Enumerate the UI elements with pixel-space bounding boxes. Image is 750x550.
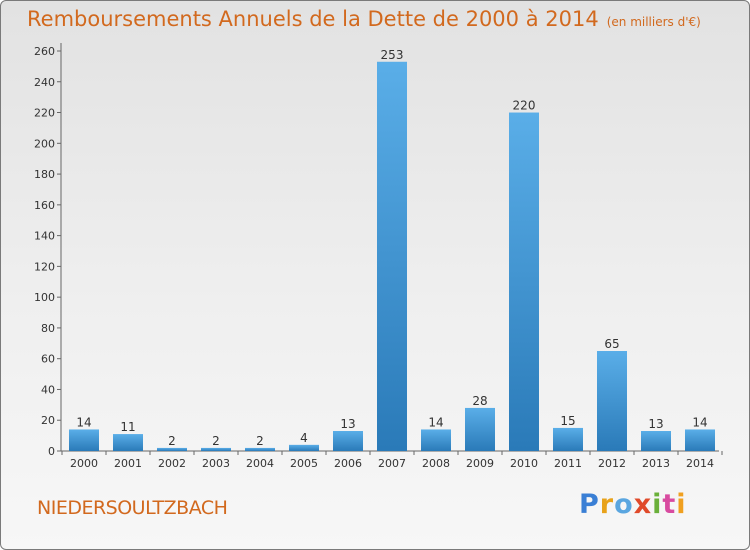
value-label-2003: 2 (212, 434, 220, 448)
x-tick-label-2011: 2011 (554, 457, 582, 470)
value-label-2004: 2 (256, 434, 264, 448)
logo-letter: i (676, 489, 687, 520)
bar-2000 (69, 429, 99, 451)
value-label-2006: 13 (340, 417, 355, 431)
y-tick-label: 140 (34, 230, 55, 243)
logo-letter: t (662, 489, 677, 520)
logo-letter: o (614, 489, 634, 520)
chart-title: Remboursements Annuels de la Dette de 20… (27, 7, 701, 31)
y-tick-label: 180 (34, 168, 55, 181)
y-tick-label: 80 (41, 322, 55, 335)
x-tick-label-2012: 2012 (598, 457, 626, 470)
bar-2002 (157, 447, 187, 451)
logo-letter: x (633, 489, 653, 520)
bar-2001 (113, 434, 143, 451)
y-tick-label: 100 (34, 291, 55, 304)
y-tick-label: 260 (34, 45, 55, 58)
bar-2006 (333, 431, 363, 451)
logo-letter: r (599, 489, 615, 520)
x-tick-label-2010: 2010 (510, 457, 538, 470)
y-tick-label: 20 (41, 414, 55, 427)
bar-2004 (245, 447, 275, 451)
bar-2012 (597, 351, 627, 451)
x-tick-label-2013: 2013 (642, 457, 670, 470)
value-label-2012: 65 (604, 337, 619, 351)
x-tick-label-2003: 2003 (202, 457, 230, 470)
y-tick-label: 160 (34, 199, 55, 212)
bar-2011 (553, 427, 583, 451)
value-label-2011: 15 (560, 414, 575, 428)
x-tick-label-2001: 2001 (114, 457, 142, 470)
commune-name: NIEDERSOULTZBACH (37, 497, 228, 519)
x-tick-label-2000: 2000 (70, 457, 98, 470)
bar-2003 (201, 447, 231, 451)
bar-2010 (509, 112, 539, 452)
bar-2009 (465, 407, 495, 451)
value-label-2010: 220 (513, 99, 536, 113)
y-tick-label: 40 (41, 383, 55, 396)
value-label-2002: 2 (168, 434, 176, 448)
value-label-2014: 14 (692, 415, 707, 429)
x-tick-label-2004: 2004 (246, 457, 274, 470)
y-tick-label: 240 (34, 76, 55, 89)
y-tick-label: 60 (41, 353, 55, 366)
chart-labels: 14 2000 11 2001 2 2002 2 2003 2 2004 4 2005 13 2006 25… (70, 48, 714, 470)
y-tick-label: 0 (48, 445, 55, 458)
unit-label: (en milliers d'€) (606, 15, 701, 29)
value-label-2005: 4 (300, 431, 308, 445)
y-tick-label: 120 (34, 260, 55, 273)
logo-letter: P (579, 489, 600, 520)
value-label-2000: 14 (76, 415, 91, 429)
bar-2005 (289, 444, 319, 451)
bar-2008 (421, 429, 451, 451)
value-label-2009: 28 (472, 394, 487, 408)
value-label-2007: 253 (381, 48, 404, 62)
bar-2013 (641, 431, 671, 451)
x-tick-label-2006: 2006 (334, 457, 362, 470)
title-text: Remboursements Annuels de la Dette de 20… (27, 7, 599, 31)
bar-2014 (685, 429, 715, 451)
x-tick-label-2009: 2009 (466, 457, 494, 470)
value-label-2013: 13 (648, 417, 663, 431)
chart-bars (69, 61, 715, 452)
logo-letter: i (652, 489, 663, 520)
y-tick-label: 200 (34, 137, 55, 150)
x-tick-label-2014: 2014 (686, 457, 714, 470)
proxiti-logo: Proxiti (579, 489, 687, 520)
y-tick-label: 220 (34, 107, 55, 120)
x-tick-label-2005: 2005 (290, 457, 318, 470)
value-label-2001: 11 (120, 420, 135, 434)
x-tick-label-2008: 2008 (422, 457, 450, 470)
value-label-2008: 14 (428, 415, 443, 429)
x-tick-label-2002: 2002 (158, 457, 186, 470)
bar-2007 (377, 61, 407, 452)
x-tick-label-2007: 2007 (378, 457, 406, 470)
